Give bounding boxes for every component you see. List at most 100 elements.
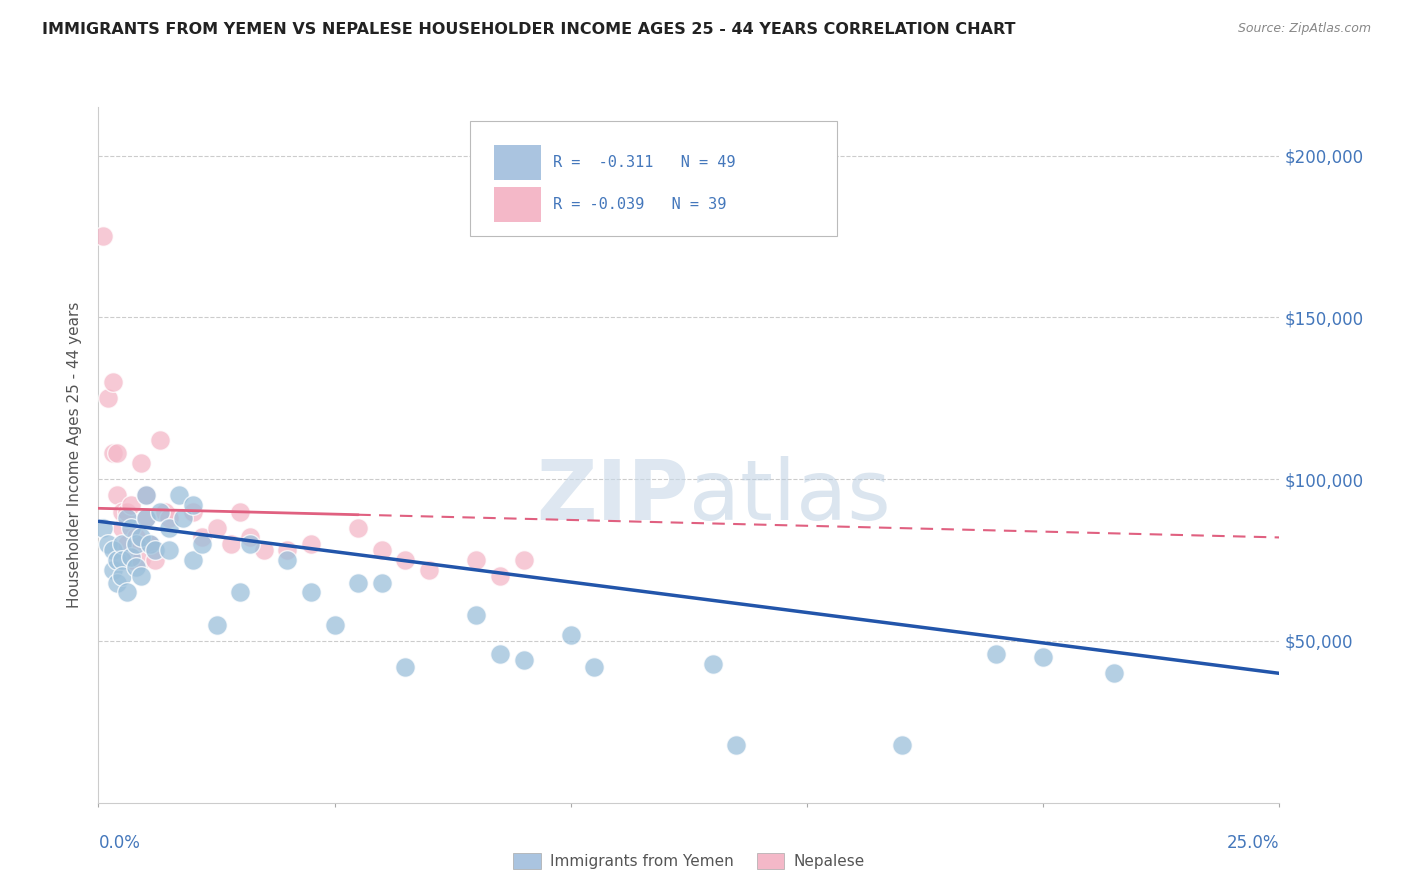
Point: [347, 521, 370, 535]
Point: [121, 521, 143, 535]
Point: [105, 575, 128, 590]
Text: IMMIGRANTS FROM YEMEN VS NEPALESE HOUSEHOLDER INCOME AGES 25 - 44 YEARS CORRELAT: IMMIGRANTS FROM YEMEN VS NEPALESE HOUSEH…: [42, 22, 1015, 37]
Point: [489, 647, 512, 661]
Text: Source: ZipAtlas.com: Source: ZipAtlas.com: [1237, 22, 1371, 36]
Point: [121, 498, 143, 512]
Point: [191, 537, 214, 551]
Point: [512, 653, 534, 667]
Point: [129, 456, 152, 470]
Point: [125, 531, 148, 545]
Point: [149, 504, 172, 518]
Point: [1032, 650, 1054, 665]
Point: [157, 521, 180, 535]
Point: [101, 375, 124, 389]
Point: [143, 543, 166, 558]
Point: [129, 531, 152, 545]
Text: 0.0%: 0.0%: [98, 834, 141, 852]
Point: [984, 647, 1007, 661]
Point: [276, 543, 298, 558]
Point: [125, 537, 148, 551]
Point: [111, 553, 134, 567]
Point: [129, 569, 152, 583]
Bar: [494, 145, 541, 180]
Point: [111, 504, 134, 518]
Point: [143, 553, 166, 567]
Point: [91, 521, 114, 535]
Point: [205, 521, 228, 535]
Point: [465, 608, 488, 623]
Point: [121, 549, 143, 564]
Text: R = -0.039   N = 39: R = -0.039 N = 39: [553, 197, 727, 212]
Point: [97, 392, 120, 406]
Point: [121, 553, 143, 567]
Point: [371, 575, 394, 590]
Text: atlas: atlas: [689, 456, 890, 537]
Point: [323, 617, 346, 632]
Point: [149, 434, 172, 448]
Point: [135, 488, 157, 502]
Text: 25.0%: 25.0%: [1227, 834, 1279, 852]
Point: [181, 498, 204, 512]
Point: [115, 585, 138, 599]
Point: [101, 543, 124, 558]
Point: [253, 543, 276, 558]
Point: [172, 511, 194, 525]
Point: [111, 569, 134, 583]
Point: [105, 446, 128, 460]
Point: [105, 553, 128, 567]
Point: [702, 657, 724, 671]
Point: [229, 585, 252, 599]
Point: [191, 531, 214, 545]
Point: [219, 537, 242, 551]
Point: [129, 553, 152, 567]
Point: [181, 553, 204, 567]
Point: [135, 511, 157, 525]
Point: [347, 575, 370, 590]
Point: [181, 504, 204, 518]
Point: [394, 553, 416, 567]
Point: [125, 559, 148, 574]
Point: [229, 504, 252, 518]
Point: [135, 488, 157, 502]
Point: [125, 537, 148, 551]
Point: [157, 543, 180, 558]
Point: [153, 504, 176, 518]
Bar: [494, 187, 541, 222]
Point: [299, 537, 322, 551]
Point: [101, 563, 124, 577]
Point: [489, 569, 512, 583]
Point: [239, 531, 262, 545]
Point: [276, 553, 298, 567]
Point: [205, 617, 228, 632]
Text: ZIP: ZIP: [537, 456, 689, 537]
Point: [111, 537, 134, 551]
Point: [1102, 666, 1125, 681]
Point: [418, 563, 440, 577]
Text: R =  -0.311   N = 49: R = -0.311 N = 49: [553, 155, 735, 170]
Point: [465, 553, 488, 567]
Point: [97, 537, 120, 551]
Point: [157, 511, 180, 525]
Point: [115, 504, 138, 518]
Point: [115, 537, 138, 551]
Point: [139, 537, 162, 551]
Point: [371, 543, 394, 558]
Point: [111, 521, 134, 535]
Point: [101, 446, 124, 460]
Legend: Immigrants from Yemen, Nepalese: Immigrants from Yemen, Nepalese: [508, 847, 870, 875]
Point: [394, 660, 416, 674]
Point: [105, 488, 128, 502]
Point: [725, 738, 748, 752]
Point: [890, 738, 912, 752]
Point: [135, 511, 157, 525]
Point: [299, 585, 322, 599]
Point: [239, 537, 262, 551]
Point: [167, 488, 190, 502]
Point: [115, 511, 138, 525]
Point: [560, 627, 582, 641]
FancyBboxPatch shape: [471, 121, 837, 235]
Point: [512, 553, 534, 567]
Point: [91, 229, 114, 244]
Point: [139, 537, 162, 551]
Point: [583, 660, 606, 674]
